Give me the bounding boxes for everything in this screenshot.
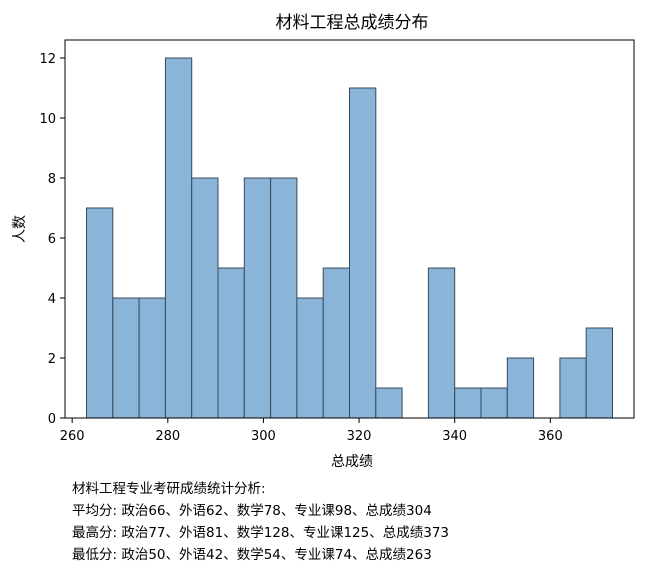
y-tick-label: 6 <box>48 232 56 247</box>
histogram-chart: 材料工程总成绩分布 260 280 300 320 340 360 0 2 4 6 8 10 12 总… <box>12 13 635 470</box>
stats-maximum: 最高分: 政治77、外语81、数学128、专业课125、总成绩373 <box>72 525 449 541</box>
y-tick-label: 2 <box>48 352 56 367</box>
histogram-bar <box>506 357 535 419</box>
x-tick-label: 320 <box>347 429 372 444</box>
x-tick-label: 280 <box>155 429 180 444</box>
histogram-bar <box>480 387 508 419</box>
bars <box>86 57 613 419</box>
histogram-bar <box>138 297 166 419</box>
histogram-bar <box>243 177 272 419</box>
stats-average: 平均分: 政治66、外语62、数学78、专业课98、总成绩304 <box>72 503 432 519</box>
histogram-bar <box>322 267 351 419</box>
histogram-bar <box>191 177 219 419</box>
stats-minimum: 最低分: 政治50、外语42、数学54、专业课74、总成绩263 <box>72 547 432 563</box>
y-tick-label: 0 <box>48 412 56 427</box>
stats-heading: 材料工程专业考研成绩统计分析: <box>72 481 266 497</box>
x-axis-label: 总成绩 <box>331 454 373 470</box>
histogram-bar <box>349 87 377 419</box>
stats-panel: 材料工程专业考研成绩统计分析: 平均分: 政治66、外语62、数学78、专业课9… <box>72 478 449 566</box>
histogram-bar <box>164 57 193 419</box>
plot-frame <box>64 39 635 419</box>
histogram-bar <box>296 297 324 419</box>
y-tick-label: 12 <box>39 52 56 67</box>
histogram-bar <box>375 387 403 419</box>
y-tick-label: 4 <box>48 292 56 307</box>
histogram-bar <box>454 387 482 419</box>
histogram-bar <box>112 297 140 419</box>
x-tick-label: 260 <box>60 429 85 444</box>
y-tick-label: 8 <box>48 172 56 187</box>
histogram-bar <box>585 327 613 419</box>
x-tick-label: 360 <box>538 429 563 444</box>
histogram-bar <box>86 207 114 419</box>
x-tick-label: 300 <box>251 429 276 444</box>
x-axis: 260 280 300 320 340 360 <box>60 418 563 444</box>
y-tick-label: 10 <box>39 112 56 127</box>
histogram-bar <box>270 177 298 419</box>
histogram-bar <box>427 267 456 419</box>
x-tick-label: 340 <box>442 429 467 444</box>
chart-title: 材料工程总成绩分布 <box>276 13 429 33</box>
histogram-bar <box>217 267 245 419</box>
y-axis-label: 人数 <box>12 215 28 243</box>
y-axis: 0 2 4 6 8 10 12 <box>39 52 65 427</box>
histogram-bar <box>559 357 587 419</box>
